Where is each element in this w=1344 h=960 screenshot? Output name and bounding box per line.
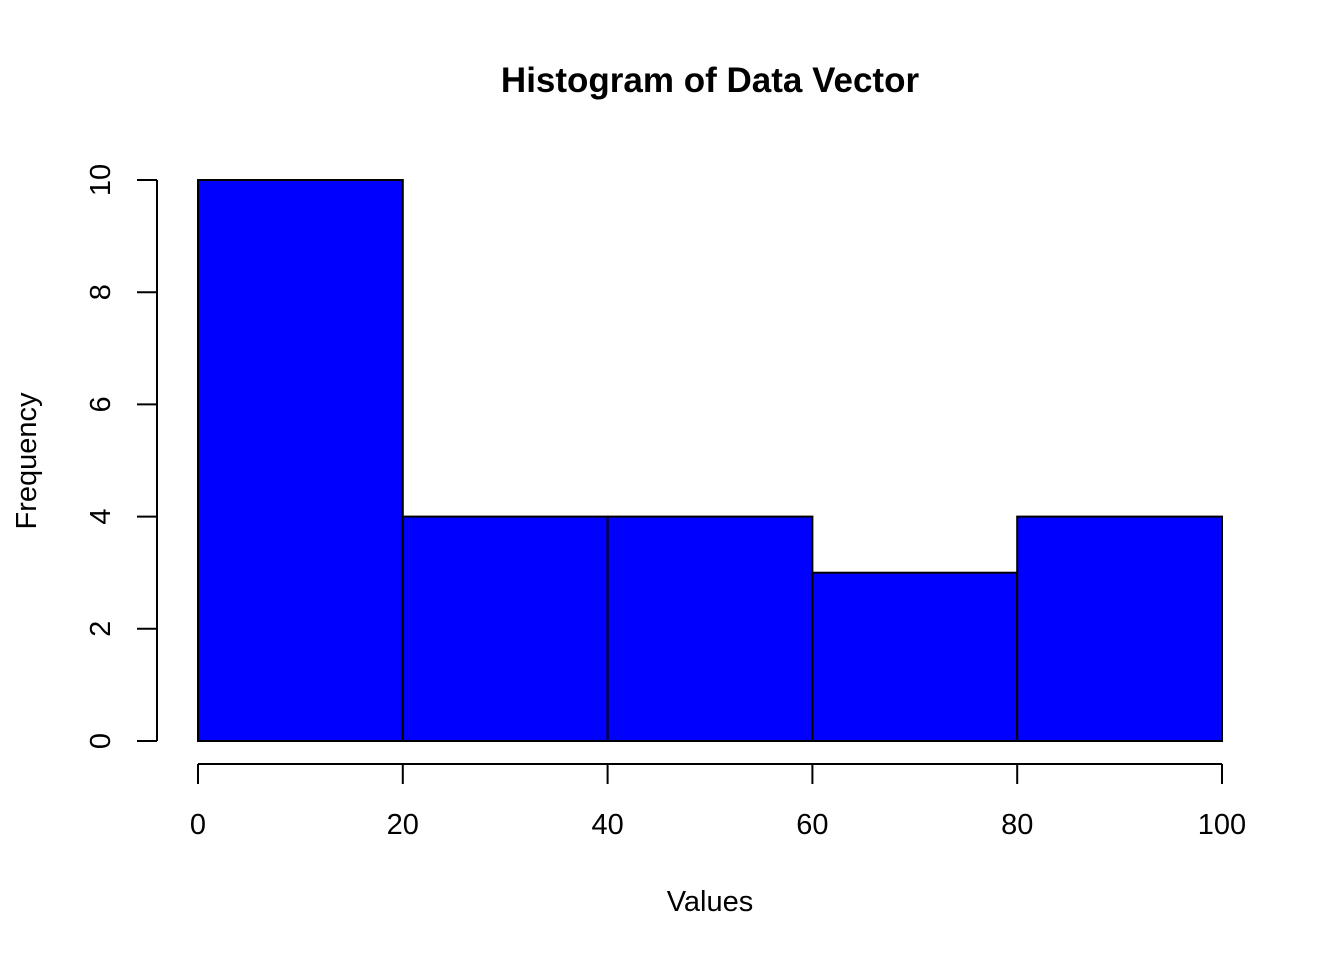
histogram-bar [811,571,1019,743]
x-tick-label: 40 [591,809,623,841]
y-tick-label: 2 [85,621,117,637]
x-tick-label: 60 [796,809,828,841]
chart-title: Histogram of Data Vector [501,61,920,100]
y-axis-label: Frequency [11,392,43,530]
y-ticks: 0 2 4 6 8 10 [85,164,157,749]
bars-group [197,179,1224,743]
y-tick-label: 0 [85,733,117,749]
y-tick-label: 8 [85,284,117,300]
x-tick-label: 100 [1198,809,1246,841]
x-ticks: 0 20 40 60 80 100 [190,764,1246,841]
histogram-bar [1016,515,1224,742]
histogram-bar [606,515,814,742]
x-tick-label: 80 [1001,809,1033,841]
x-tick-label: 20 [387,809,419,841]
x-axis: 0 20 40 60 80 100 [190,763,1246,841]
histogram-bar [401,515,609,742]
y-tick-label: 10 [85,164,117,196]
y-tick-label: 4 [85,509,117,525]
x-tick-label: 0 [190,809,206,841]
histogram-bar [197,179,404,742]
x-axis-label: Values [667,886,754,918]
y-axis: 0 2 4 6 8 10 [85,164,158,749]
y-tick-label: 6 [85,396,117,412]
